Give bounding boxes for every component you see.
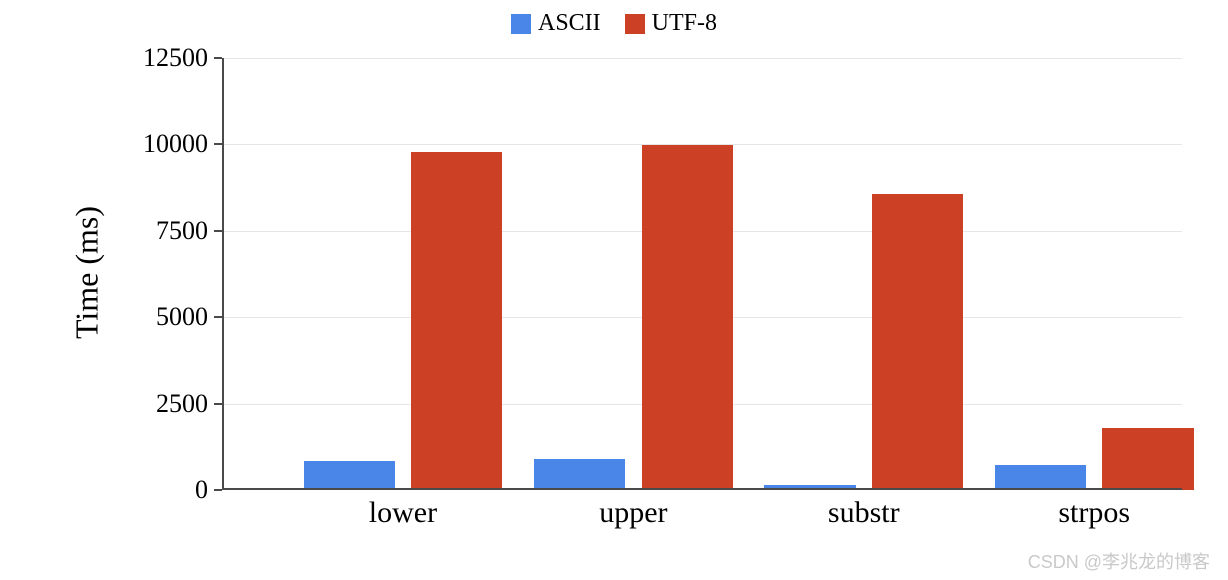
bar-utf-8-strpos: [1102, 428, 1193, 490]
y-axis-line: [222, 58, 224, 490]
y-tick-label: 2500: [108, 389, 208, 419]
plot-area: 02500500075001000012500loweruppersubstrs…: [222, 58, 1182, 490]
y-tick-label: 7500: [108, 216, 208, 246]
legend-label-utf8: UTF-8: [652, 10, 717, 37]
bar-ascii-upper: [534, 459, 625, 490]
legend-item-ascii: ASCII: [511, 10, 601, 37]
watermark: CSDN @李兆龙的博客: [1028, 548, 1210, 574]
y-tick-label: 10000: [108, 129, 208, 159]
bar-utf-8-substr: [872, 194, 963, 490]
y-tick-label: 0: [108, 475, 208, 505]
y-tick: [214, 316, 222, 318]
legend-swatch-utf8: [625, 14, 645, 34]
x-tick-label: substr: [828, 496, 900, 530]
x-axis-line: [222, 488, 1182, 490]
legend-label-ascii: ASCII: [538, 10, 601, 37]
y-tick-label: 12500: [108, 43, 208, 73]
y-tick-label: 5000: [108, 302, 208, 332]
legend-swatch-ascii: [511, 14, 531, 34]
bar-utf-8-upper: [642, 145, 733, 490]
bar-utf-8-lower: [411, 152, 502, 490]
y-axis-title: Time (ms): [69, 57, 106, 489]
x-tick-label: upper: [599, 496, 667, 530]
gridline: [222, 58, 1182, 59]
y-tick: [214, 230, 222, 232]
x-tick-label: lower: [369, 496, 437, 530]
y-tick: [214, 489, 222, 491]
bar-ascii-strpos: [995, 465, 1086, 490]
legend-item-utf8: UTF-8: [625, 10, 717, 37]
y-tick: [214, 403, 222, 405]
bar-ascii-lower: [304, 461, 395, 490]
legend: ASCII UTF-8: [0, 10, 1228, 37]
y-tick: [214, 143, 222, 145]
x-tick-label: strpos: [1058, 496, 1130, 530]
y-tick: [214, 57, 222, 59]
